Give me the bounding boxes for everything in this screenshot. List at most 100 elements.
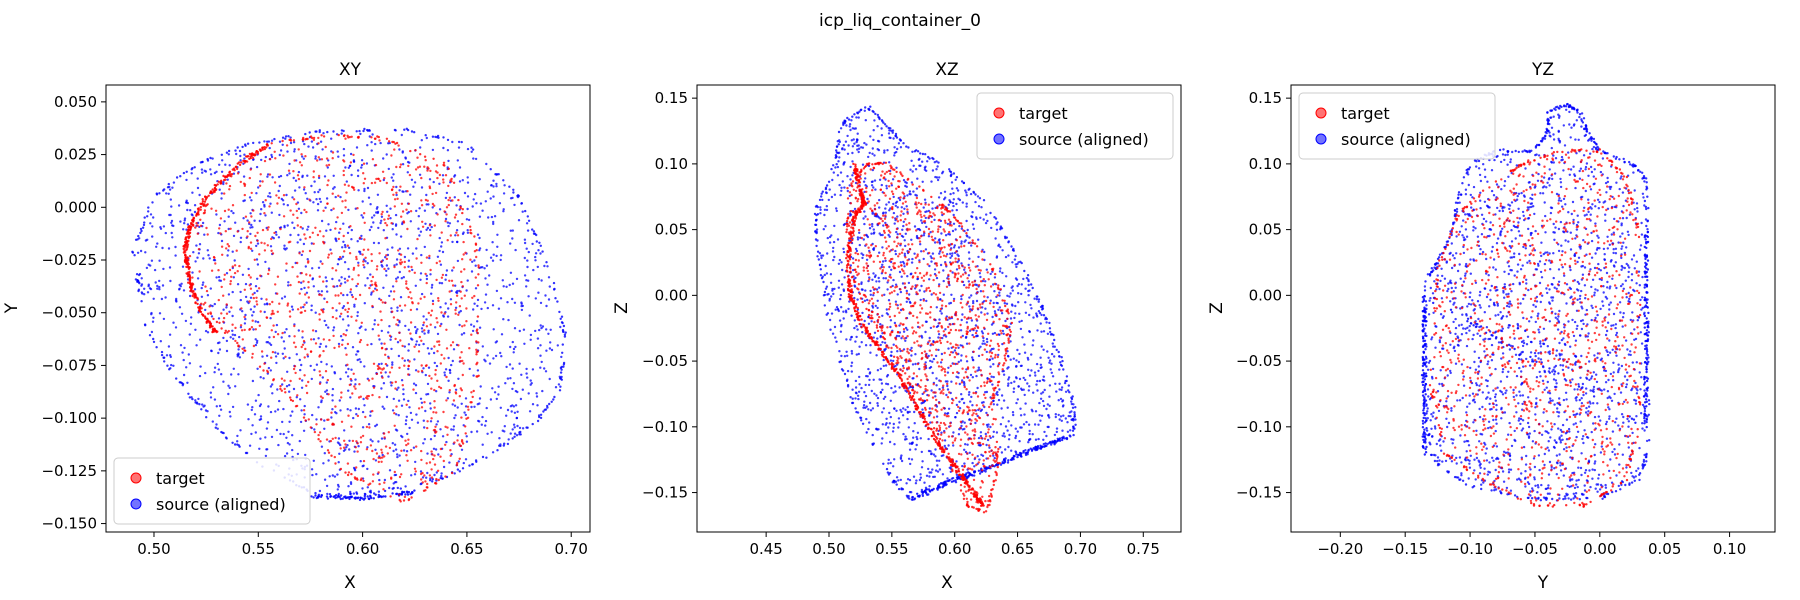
source-point <box>193 204 197 207</box>
source-point <box>512 188 515 191</box>
source-point <box>211 304 214 308</box>
source-point <box>397 354 401 358</box>
source-point <box>515 434 519 437</box>
source-point <box>415 308 419 311</box>
source-point <box>318 130 321 134</box>
source-point <box>1001 329 1005 333</box>
source-point <box>534 259 537 262</box>
source-point <box>818 252 822 255</box>
source-point <box>268 342 271 345</box>
source-point <box>521 427 525 430</box>
source-point <box>191 271 194 274</box>
source-point <box>1058 355 1061 358</box>
target-point <box>477 264 480 267</box>
source-point <box>286 441 290 445</box>
source-point <box>851 174 854 177</box>
source-point <box>1038 311 1042 315</box>
source-point <box>936 464 939 467</box>
source-point <box>872 247 876 250</box>
source-point <box>828 299 831 302</box>
target-point <box>194 226 197 229</box>
target-point <box>305 273 308 276</box>
source-point <box>297 233 300 237</box>
source-point <box>850 314 853 317</box>
target-point <box>332 423 336 426</box>
target-point <box>223 178 226 182</box>
source-point <box>446 221 449 224</box>
source-point <box>139 227 143 231</box>
source-point <box>986 377 989 380</box>
source-point <box>231 329 234 332</box>
source-point <box>425 136 428 140</box>
source-point <box>447 307 450 310</box>
source-point <box>280 197 283 201</box>
target-point <box>438 173 442 177</box>
target-point <box>391 381 394 384</box>
target-point <box>346 462 350 465</box>
target-point <box>384 362 388 366</box>
target-point <box>344 137 347 140</box>
target-point <box>393 148 396 151</box>
source-point <box>986 425 989 428</box>
target-point <box>390 154 393 157</box>
source-point <box>964 336 968 339</box>
source-point <box>257 186 260 189</box>
source-point <box>1054 415 1058 419</box>
source-point <box>834 308 837 311</box>
source-point <box>439 263 443 266</box>
target-point <box>322 338 325 341</box>
source-point <box>212 258 216 262</box>
source-point <box>1011 411 1015 414</box>
source-point <box>852 138 855 141</box>
target-point <box>471 395 474 399</box>
source-point <box>842 310 845 313</box>
target-point <box>452 399 456 402</box>
source-point <box>359 496 362 500</box>
source-point <box>218 163 221 166</box>
source-point <box>321 376 324 379</box>
source-point <box>440 245 443 248</box>
source-point <box>491 451 495 454</box>
source-point <box>415 247 418 250</box>
source-point <box>955 202 958 206</box>
source-point <box>488 274 491 277</box>
source-point <box>198 243 202 246</box>
source-point <box>285 269 288 272</box>
target-point <box>454 312 457 315</box>
source-point <box>965 321 969 324</box>
source-point <box>886 383 890 386</box>
target-point <box>186 243 190 246</box>
target-point <box>399 258 402 261</box>
source-point <box>498 202 502 205</box>
source-point <box>465 218 469 221</box>
target-point <box>203 203 206 206</box>
source-point <box>837 279 841 282</box>
source-point <box>888 235 891 238</box>
source-point <box>220 197 223 200</box>
source-point <box>982 462 985 466</box>
source-point <box>154 281 157 284</box>
source-point <box>339 409 342 412</box>
source-point <box>319 342 322 346</box>
source-point <box>526 265 529 269</box>
source-point <box>415 329 418 333</box>
source-point <box>410 474 413 477</box>
subplot-xy-axes: 0.50 0.55 0.60 0.65 0.700.0500.0250.000−0.02… <box>41 84 591 558</box>
target-point <box>379 310 382 313</box>
source-point <box>502 285 505 288</box>
source-point <box>993 290 996 293</box>
source-point <box>428 228 432 232</box>
y-tick-label: −0.075 <box>41 356 97 374</box>
source-point <box>928 471 931 474</box>
source-point <box>486 432 489 435</box>
source-point <box>871 225 874 228</box>
target-point <box>465 417 468 420</box>
source-point <box>256 339 259 343</box>
target-point <box>414 149 417 152</box>
target-point <box>308 236 312 239</box>
source-point <box>344 281 347 284</box>
source-point <box>328 493 332 496</box>
source-point <box>287 281 290 284</box>
target-point <box>390 366 394 369</box>
target-point <box>187 228 191 231</box>
